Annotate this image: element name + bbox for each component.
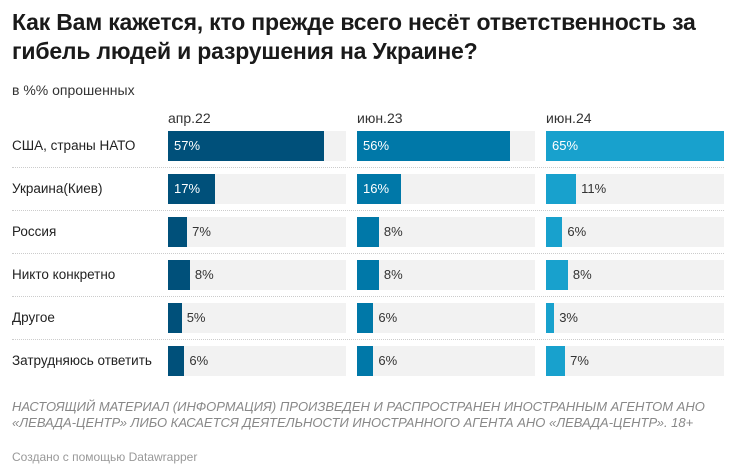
value-label: 8%: [194, 267, 214, 282]
value-label: 8%: [572, 267, 592, 282]
row-separator: [12, 253, 724, 254]
bar-track: 7%: [168, 217, 346, 247]
bar: [546, 303, 555, 333]
value-label: 16%: [363, 181, 390, 196]
bar: [168, 217, 188, 247]
bar-track: 11%: [546, 174, 724, 204]
bar: [357, 131, 511, 161]
bar: [546, 346, 566, 376]
chart-notes: НАСТОЯЩИЙ МАТЕРИАЛ (ИНФОРМАЦИЯ) ПРОИЗВЕД…: [12, 399, 705, 430]
bar: [357, 174, 401, 204]
row-label: Россия: [12, 224, 57, 239]
bar-track: 56%: [357, 131, 535, 161]
bar-track: 6%: [357, 303, 535, 333]
row-separator: [12, 339, 724, 340]
bar-track: 8%: [546, 260, 724, 290]
bar: [168, 260, 190, 290]
bar-track: 6%: [546, 217, 724, 247]
bar-track: 8%: [357, 217, 535, 247]
value-label: 56%: [363, 138, 390, 153]
value-label: 8%: [383, 267, 403, 282]
bar-track: 57%: [168, 131, 346, 161]
value-label: 8%: [383, 224, 403, 239]
bar: [357, 303, 374, 333]
bar: [546, 131, 724, 161]
bar: [168, 174, 215, 204]
value-label: 6%: [378, 310, 398, 325]
value-label: 11%: [581, 181, 607, 196]
value-label: 57%: [174, 138, 201, 153]
value-label: 7%: [570, 353, 589, 368]
bar: [546, 260, 568, 290]
row-separator: [12, 296, 724, 297]
row-separator: [12, 167, 724, 168]
bar-track: 5%: [168, 303, 346, 333]
bar: [357, 217, 379, 247]
bar-track: 65%: [546, 131, 724, 161]
bar-track: 8%: [357, 260, 535, 290]
bar: [168, 131, 325, 161]
bar: [168, 346, 185, 376]
value-label: 17%: [174, 181, 201, 196]
bar-track: 8%: [168, 260, 346, 290]
row-label: США, страны НАТО: [12, 138, 136, 153]
bar: [546, 217, 563, 247]
value-label: 7%: [192, 224, 211, 239]
value-label: 65%: [552, 138, 579, 153]
column-header: июн.23: [357, 110, 403, 126]
chart-subtitle: в %% опрошенных: [12, 82, 135, 98]
chart-title: Как Вам кажется, кто прежде всего несёт …: [12, 9, 696, 64]
bar-track: 17%: [168, 174, 346, 204]
value-label: 6%: [567, 224, 587, 239]
row-label: Другое: [12, 310, 55, 325]
bar-track: 3%: [546, 303, 724, 333]
bar-track: 6%: [357, 346, 535, 376]
bar-track: 16%: [357, 174, 535, 204]
row-label: Затрудняюсь ответить: [12, 353, 152, 368]
datawrapper-credit[interactable]: Создано с помощью Datawrapper: [12, 450, 198, 464]
row-separator: [12, 210, 724, 211]
bar-track: 7%: [546, 346, 724, 376]
bar: [168, 303, 182, 333]
value-label: 6%: [378, 353, 398, 368]
value-label: 6%: [189, 353, 209, 368]
value-label: 5%: [186, 310, 206, 325]
bar: [546, 174, 577, 204]
column-header: апр.22: [168, 110, 211, 126]
column-header: июн.24: [546, 110, 592, 126]
bar: [357, 260, 379, 290]
bar-track: 6%: [168, 346, 346, 376]
bar: [357, 346, 374, 376]
value-label: 3%: [559, 310, 578, 325]
row-label: Украина(Киев): [12, 181, 103, 196]
row-label: Никто конкретно: [12, 267, 116, 282]
